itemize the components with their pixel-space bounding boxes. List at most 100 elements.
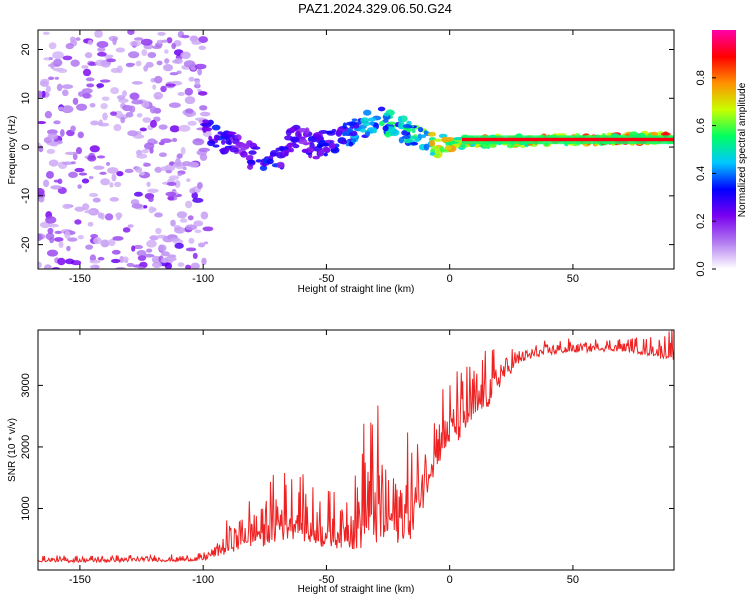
y-tick-label: 3000 xyxy=(20,373,32,397)
spectrogram-noise-blob xyxy=(89,192,99,198)
spectrogram-noise-blob xyxy=(54,230,63,234)
spectrogram-ridge-blob xyxy=(225,138,232,145)
snr-y-ticks: 1000 2000 3000 xyxy=(20,373,674,521)
spectrogram-ridge-blob xyxy=(402,123,412,129)
spectrogram-noise-blob xyxy=(54,76,60,80)
spectrogram-ridge-blob xyxy=(301,148,309,154)
spectrogram-noise-blob xyxy=(102,112,108,121)
spectrogram-ridge-blob xyxy=(246,154,254,159)
spectrogram-noise-blob xyxy=(96,83,105,88)
spectrogram-noise-blob xyxy=(57,257,66,266)
spectrogram-noise-blob xyxy=(75,147,83,155)
spectrogram-ridge-blob xyxy=(427,131,437,137)
spectrogram-ridge-blob xyxy=(304,127,310,135)
spectrogram-noise-blob xyxy=(62,89,69,97)
spectrogram-noise-blob xyxy=(141,49,148,57)
spectrogram-ridge-blob xyxy=(286,142,294,148)
spectrogram-noise-blob xyxy=(177,91,185,97)
spectrogram-noise-blob xyxy=(46,148,56,154)
x-tick-label: -50 xyxy=(318,273,334,285)
spectrogram-noise-blob xyxy=(198,36,209,44)
spectrogram-noise-blob xyxy=(48,223,60,228)
spectrogram-noise-blob xyxy=(142,117,152,123)
spectrogram-noise-blob xyxy=(81,88,93,94)
spectrogram-ridge-blob xyxy=(650,131,658,137)
spectrogram-noise-blob xyxy=(143,162,152,167)
spectrogram-noise-blob xyxy=(168,102,181,108)
colorbar-tick-label: 0.6 xyxy=(695,118,707,133)
spectrogram-noise-blob xyxy=(41,90,46,98)
spectrogram-ridge-blob xyxy=(297,138,308,145)
spectrogram-noise-blob xyxy=(171,42,177,50)
spectrogram-ridge-blob xyxy=(266,158,274,165)
spectrogram-noise-blob xyxy=(53,237,64,242)
spectrogram-ridge-blob xyxy=(435,147,441,155)
spectrogram-noise-blob xyxy=(52,51,64,60)
y-tick-label: 20 xyxy=(20,43,32,55)
spectrogram-x-axis-label: Height of straight line (km) xyxy=(298,284,415,295)
spectrogram-ridge-blob xyxy=(221,139,226,145)
spectrogram-noise-blob xyxy=(203,241,209,245)
spectrogram-ridge-blob xyxy=(204,127,213,132)
spectrogram-ridge-blob xyxy=(383,112,390,117)
spectrogram-noise-blob xyxy=(190,262,200,269)
spectrogram-noise-blob xyxy=(152,84,157,90)
spectrogram-noise-blob xyxy=(131,245,136,252)
snr-y-axis-label: SNR (10 * v/v) xyxy=(7,418,18,482)
spectrogram-noise-blob xyxy=(182,166,187,171)
spectrogram-ridge-blob xyxy=(359,128,367,133)
spectrogram-noise-blob xyxy=(160,85,167,93)
y-tick-label: 1000 xyxy=(20,496,32,520)
spectrogram-noise-blob xyxy=(99,79,111,83)
spectrogram-noise-blob xyxy=(136,153,148,159)
spectrogram-noise-blob xyxy=(60,129,65,137)
spectrogram-noise-blob xyxy=(122,227,131,233)
spectrogram-noise-blob xyxy=(113,123,122,132)
spectrogram-x-ticks: -150 -100 -50 0 50 xyxy=(69,30,579,285)
spectrogram-noise-blob xyxy=(67,237,78,242)
spectrogram-noise-blob xyxy=(169,72,179,76)
spectrogram-noise-blob xyxy=(185,108,194,114)
spectrogram-ridge-blob xyxy=(351,118,358,122)
spectrogram-ridge-blob xyxy=(444,145,453,151)
spectrogram-ridge-blob xyxy=(398,136,405,144)
x-tick-label: -100 xyxy=(192,273,214,285)
spectrogram-noise-blob xyxy=(75,37,81,41)
spectrogram-ridge-blob xyxy=(202,119,210,124)
spectrogram-noise-blob xyxy=(192,197,204,203)
spectrogram-noise-blob xyxy=(70,59,80,67)
spectrogram-noise-blob xyxy=(96,155,106,159)
spectrogram-noise-blob xyxy=(71,161,76,165)
spectrogram-ridge-blob xyxy=(285,129,292,136)
spectrogram-noise-blob xyxy=(164,256,177,262)
spectrogram-noise-blob xyxy=(139,127,147,132)
colorbar: 0.0 0.2 0.4 0.6 0.8 Normalized spectral ampl… xyxy=(695,30,748,277)
spectrogram-ridge-blob xyxy=(441,136,449,143)
spectrogram-noise-blob xyxy=(183,60,196,68)
spectrogram-noise-blob xyxy=(52,67,65,72)
spectrogram-noise-blob xyxy=(38,261,42,269)
spectrogram-noise-blob xyxy=(133,37,144,41)
spectrogram-noise-blob xyxy=(200,211,209,220)
spectrogram-ridge-blob xyxy=(248,150,257,155)
spectrogram-noise-blob xyxy=(84,209,96,214)
spectrogram-noise-blob xyxy=(106,167,119,174)
spectrogram-noise-blob xyxy=(76,103,88,111)
spectrogram-ridge-blob xyxy=(325,130,334,134)
spectrogram-noise-blob xyxy=(122,90,128,98)
spectrogram-noise-blob xyxy=(116,171,124,177)
spectrogram-noise-blob xyxy=(146,239,157,248)
colorbar-label: Normalized spectral amplitude xyxy=(737,82,748,217)
spectrogram-noise-blob xyxy=(138,266,145,269)
spectrogram-noise-blob xyxy=(58,106,65,111)
spectrogram-noise-blob xyxy=(110,68,121,74)
chart-title: PAZ1.2024.329.06.50.G24 xyxy=(298,1,452,16)
spectrogram-noise-blob xyxy=(148,196,154,203)
spectrogram-ridge-blob xyxy=(316,143,323,148)
y-tick-label: 10 xyxy=(20,92,32,104)
spectrogram-noise-blob xyxy=(106,58,117,63)
spectrogram-noise-blob xyxy=(48,76,55,81)
spectrogram-noise-blob xyxy=(74,206,85,212)
spectrogram-noise-blob xyxy=(81,65,89,69)
spectrogram-noise-blob xyxy=(143,253,155,258)
